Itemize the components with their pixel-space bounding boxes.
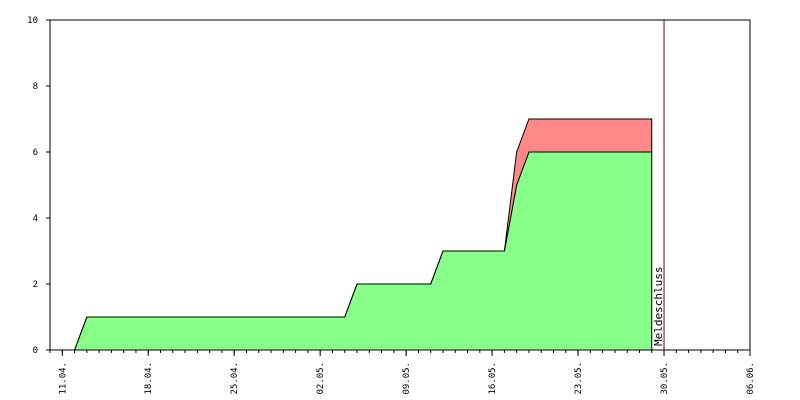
y-tick-label: 6	[33, 148, 38, 158]
deadline-label: Meldeschluss	[652, 267, 665, 346]
area	[74, 118, 653, 351]
y-tick-label: 2	[33, 280, 38, 290]
y-tick-label: 4	[33, 214, 38, 224]
x-tick-label: 23.05.	[574, 362, 584, 395]
plot-frame	[49, 19, 751, 351]
x-tick-label: 25.04.	[230, 362, 240, 395]
y-tick-label: 10	[27, 16, 38, 26]
x-tick-label: 18.04.	[144, 362, 154, 395]
x-tick-label: 09.05.	[402, 362, 412, 395]
y-tick-label: 8	[33, 82, 38, 92]
x-tick-label: 02.05.	[316, 362, 326, 395]
x-tick-label: 30.05.	[660, 362, 670, 395]
x-tick-label: 16.05.	[488, 362, 498, 395]
x-tick-label: 11.04.	[58, 362, 68, 395]
area	[73, 151, 653, 351]
x-tick-label: 06.06.	[746, 362, 756, 395]
y-tick-label: 0	[33, 346, 38, 356]
